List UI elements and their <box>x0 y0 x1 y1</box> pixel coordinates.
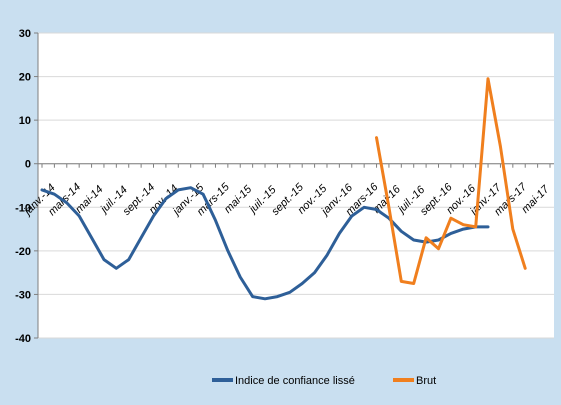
y-tick-label: 20 <box>19 72 31 84</box>
series-lines <box>40 77 527 301</box>
y-tick-label: 0 <box>25 159 31 171</box>
y-tick-label: -40 <box>15 333 31 345</box>
series-line <box>375 77 527 285</box>
y-tick-label: 10 <box>19 115 31 127</box>
y-tick-label: -10 <box>15 202 31 214</box>
y-axis-tick-labels: 30 20 10 0 -10 -20 -30 -40 <box>15 28 31 345</box>
legend: Indice de confiance lissé Brut <box>212 375 436 387</box>
y-tick-label: 30 <box>19 28 31 40</box>
legend-label: Brut <box>416 375 436 387</box>
legend-label: Indice de confiance lissé <box>235 375 355 387</box>
y-tick-label: -20 <box>15 246 31 258</box>
grid-lines <box>34 32 554 339</box>
y-tick-label: -30 <box>15 289 31 301</box>
series-line <box>40 186 490 301</box>
